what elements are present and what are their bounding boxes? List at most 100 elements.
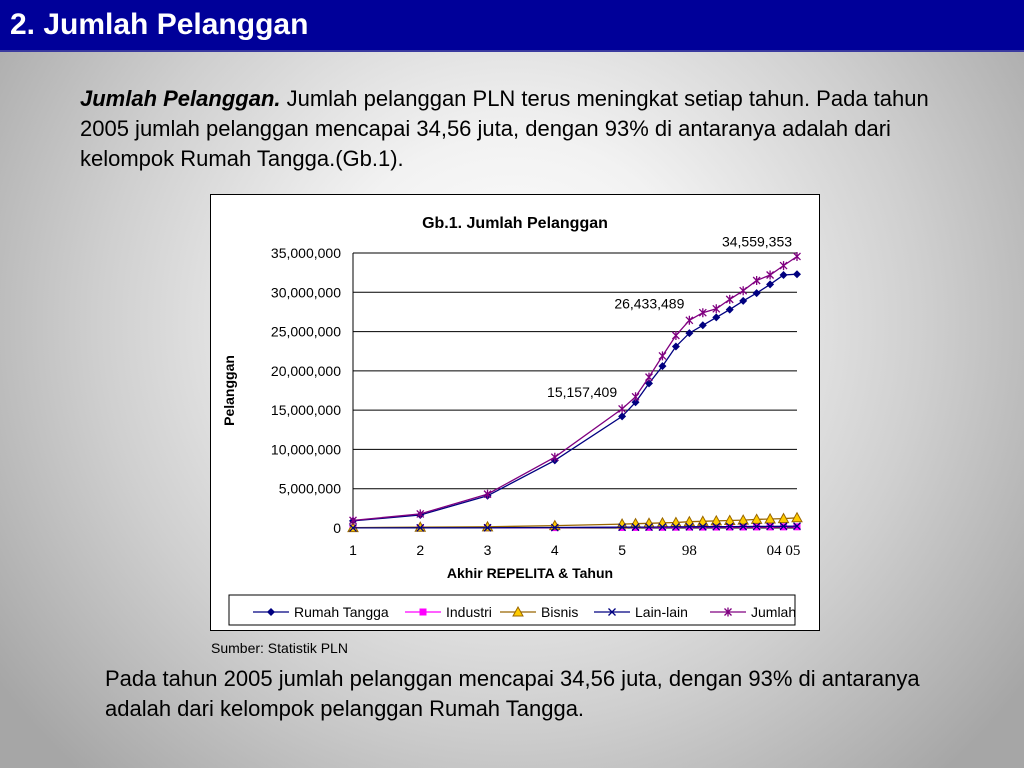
point-bisnis — [791, 511, 803, 523]
x-tick-label: 4 — [551, 542, 559, 558]
point-rumah-tangga — [752, 289, 761, 298]
point-jumlah — [349, 515, 357, 525]
point-bisnis — [481, 520, 494, 532]
point-jumlah — [645, 372, 653, 382]
point-lain-lain — [631, 523, 640, 532]
y-tick-label: 10,000,000 — [271, 441, 341, 457]
x-tick-label: 04 05 — [767, 543, 801, 559]
y-tick-label: 15,000,000 — [271, 402, 341, 418]
point-jumlah — [779, 261, 788, 271]
point-rumah-tangga — [779, 271, 788, 279]
point-lain-lain — [766, 522, 775, 531]
point-rumah-tangga — [698, 321, 707, 330]
point-jumlah — [793, 251, 801, 261]
point-jumlah — [550, 452, 559, 462]
customer-chart: Gb.1. Jumlah Pelanggan 0 5,000,000 10,000,0… — [221, 215, 803, 626]
point-jumlah — [739, 286, 748, 296]
point-rumah-tangga — [793, 270, 801, 279]
point-bisnis — [414, 521, 427, 532]
x-tick-label: 1 — [349, 542, 357, 558]
point-lain-lain — [793, 522, 801, 531]
legend-marker — [512, 605, 524, 617]
x-tick-label: 2 — [416, 542, 424, 558]
y-tick-label: 0 — [333, 520, 341, 536]
point-lain-lain — [550, 523, 559, 532]
y-tick-label: 25,000,000 — [271, 324, 341, 340]
slide-title: 2. Jumlah Pelanggan — [10, 8, 309, 41]
point-lain-lain — [349, 523, 357, 532]
point-jumlah — [766, 270, 775, 280]
data-label: 26,433,489 — [614, 295, 684, 311]
point-lain-lain — [685, 522, 694, 531]
intro-paragraph: Jumlah Pelanggan. Jumlah pelanggan PLN t… — [80, 84, 960, 174]
legend-marker — [608, 608, 616, 616]
point-rumah-tangga — [618, 412, 627, 421]
point-jumlah — [698, 308, 707, 318]
point-bisnis — [764, 512, 776, 524]
y-tick-label: 20,000,000 — [271, 363, 341, 379]
point-bisnis — [723, 514, 736, 526]
x-tick-label: 5 — [618, 542, 626, 558]
point-jumlah — [712, 304, 721, 314]
point-bisnis — [737, 514, 750, 525]
intro-body: Jumlah pelanggan PLN terus meningkat set… — [80, 86, 929, 171]
point-bisnis — [696, 515, 709, 526]
point-lain-lain — [698, 522, 707, 531]
point-jumlah — [483, 489, 492, 499]
point-rumah-tangga — [671, 342, 680, 351]
y-axis-label: Pelanggan — [221, 355, 237, 426]
point-jumlah — [671, 331, 680, 340]
point-jumlah — [752, 276, 761, 285]
intro-bold-lead: Jumlah Pelanggan. — [80, 86, 281, 111]
point-jumlah — [631, 392, 640, 402]
point-bisnis — [777, 512, 790, 524]
point-lain-lain — [483, 523, 492, 532]
point-rumah-tangga — [658, 362, 667, 371]
legend-label: Lain-lain — [635, 604, 688, 620]
point-lain-lain — [658, 523, 667, 531]
point-lain-lain — [739, 522, 748, 531]
point-bisnis — [710, 514, 723, 526]
point-lain-lain — [712, 522, 721, 531]
point-jumlah — [658, 351, 667, 361]
legend-box — [228, 594, 796, 626]
point-lain-lain — [671, 522, 680, 531]
data-label: 34,559,353 — [722, 233, 792, 249]
x-tick-label: 3 — [484, 542, 492, 558]
y-tick-label: 30,000,000 — [271, 284, 341, 300]
point-bisnis — [750, 513, 763, 524]
point-lain-lain — [725, 522, 734, 531]
point-lain-lain — [779, 522, 788, 531]
point-jumlah — [685, 315, 694, 325]
legend-marker — [724, 607, 732, 617]
title-bar: 2. Jumlah Pelanggan — [0, 0, 1024, 52]
point-rumah-tangga — [631, 398, 640, 407]
point-rumah-tangga — [739, 296, 748, 305]
legend-label: Jumlah — [751, 604, 796, 620]
x-axis-label: Akhir REPELITA & Tahun — [447, 565, 613, 581]
legend-label: Rumah Tangga — [294, 604, 389, 620]
legend-label: Bisnis — [541, 604, 578, 620]
point-rumah-tangga — [685, 329, 694, 338]
point-jumlah — [416, 509, 425, 519]
point-rumah-tangga — [766, 280, 775, 289]
chart-frame: Gb.1. Jumlah Pelanggan 0 5,000,000 10,000,0… — [210, 194, 820, 631]
legend-label: Industri — [446, 604, 492, 620]
point-rumah-tangga — [725, 305, 734, 314]
point-lain-lain — [416, 523, 425, 532]
series-line-jumlah — [352, 255, 798, 522]
source-note: Sumber: Statistik PLN — [211, 640, 348, 656]
legend-marker — [267, 608, 275, 616]
point-lain-lain — [752, 522, 761, 531]
x-tick-label: 98 — [682, 543, 697, 559]
summary-paragraph: Pada tahun 2005 jumlah pelanggan mencapa… — [105, 666, 920, 721]
data-label: 15,157,409 — [547, 384, 617, 400]
point-lain-lain — [645, 523, 653, 532]
chart-title: Gb.1. Jumlah Pelanggan — [422, 215, 608, 232]
point-rumah-tangga — [645, 379, 653, 388]
point-jumlah — [618, 404, 627, 414]
point-rumah-tangga — [712, 313, 721, 322]
series-line-lain-lain — [352, 525, 798, 529]
y-tick-label: 35,000,000 — [271, 245, 341, 261]
y-tick-label: 5,000,000 — [279, 481, 341, 497]
